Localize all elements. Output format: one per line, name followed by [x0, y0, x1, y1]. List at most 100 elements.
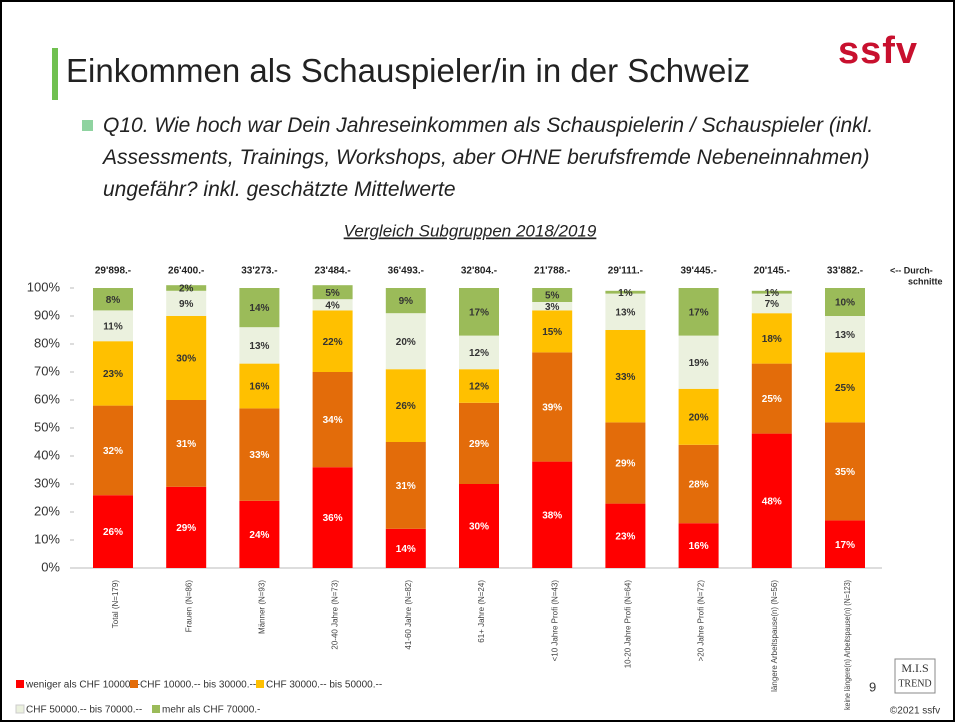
bar-segment — [166, 316, 207, 400]
x-tick-label: Total (N=179) — [111, 580, 120, 629]
bar-segment — [239, 288, 280, 328]
value-label: 16% — [689, 541, 709, 552]
value-label: 13% — [249, 341, 269, 352]
y-tick-label: 100% — [27, 279, 61, 294]
x-tick-label: >20 Jahre Profi (N=72) — [697, 580, 706, 662]
mis-logo: M.I.S — [901, 661, 928, 675]
value-label: 30% — [469, 522, 489, 533]
legend-swatch — [16, 680, 24, 688]
bar-segment — [312, 310, 353, 372]
value-label: 36% — [323, 513, 343, 524]
value-label: 25% — [835, 383, 855, 394]
value-label: 8% — [106, 295, 121, 306]
bar-segment — [459, 484, 499, 568]
bar-segment — [605, 293, 646, 330]
bar-segment — [825, 316, 865, 353]
legend-label: CHF 50000.-- bis 70000.-- — [26, 705, 142, 716]
bar-segment — [93, 288, 133, 311]
bar-segment — [239, 500, 280, 568]
value-label: 20% — [396, 337, 416, 348]
value-label: 7% — [765, 299, 780, 310]
x-tick-label: 10-20 Jahre Profi (N=64) — [624, 580, 633, 669]
bar-segment — [385, 313, 426, 370]
bar-segment — [605, 422, 646, 504]
value-label: 35% — [835, 467, 855, 478]
x-tick-label: längere Arbeitspause(n) (N=56) — [770, 580, 779, 692]
value-label: 2% — [179, 284, 194, 295]
bar-segment — [312, 467, 353, 568]
bar-segment — [239, 408, 280, 501]
bar-segment — [385, 528, 426, 568]
value-label: 33% — [249, 450, 269, 461]
value-label: 29% — [176, 523, 196, 534]
bar-segment — [93, 495, 133, 568]
bar-segment — [605, 503, 646, 568]
bar-segment — [166, 290, 207, 316]
average-label: 32'804.- — [461, 266, 497, 277]
average-label: 21'788.- — [534, 266, 570, 277]
value-label: 13% — [615, 307, 635, 318]
value-label: 11% — [103, 321, 123, 332]
bar-segment — [751, 290, 792, 294]
x-tick-label: Frauen (N=86) — [184, 580, 193, 633]
value-label: 5% — [545, 291, 560, 302]
x-tick-label: 20-40 Jahre (N=73) — [331, 580, 340, 650]
value-label: 26% — [103, 527, 123, 538]
bar-segment — [93, 341, 133, 406]
bar-segment — [385, 288, 426, 314]
y-tick-label: 80% — [34, 335, 60, 350]
average-note: <-- Durch- — [890, 265, 933, 275]
value-label: 31% — [176, 439, 196, 450]
value-label: 30% — [176, 354, 196, 365]
average-label: 23'484.- — [314, 266, 350, 277]
chart-subtitle: Vergleich Subgruppen 2018/2019 — [344, 221, 597, 240]
page-number: 9 — [869, 679, 876, 694]
x-tick-label: 41-60 Jahre (N=82) — [404, 580, 413, 650]
value-label: 17% — [689, 307, 709, 318]
value-label: 29% — [469, 439, 489, 450]
average-note: schnitte — [908, 276, 943, 286]
average-label: 20'145.- — [754, 266, 790, 277]
bar-segment — [678, 335, 719, 389]
y-tick-label: 70% — [34, 363, 60, 378]
average-label: 26'400.- — [168, 266, 204, 277]
y-tick-label: 10% — [34, 531, 60, 546]
bar-segment — [825, 288, 865, 316]
value-label: 15% — [542, 327, 562, 338]
bar-segment — [825, 352, 865, 423]
bar-segment — [678, 523, 719, 568]
logo: ssfv — [838, 30, 919, 72]
bar-segment — [93, 310, 133, 342]
bar-segment — [459, 369, 499, 403]
y-tick-label: 20% — [34, 503, 60, 518]
bar-segment — [825, 422, 865, 521]
value-label: 17% — [469, 307, 489, 318]
average-label: 33'273.- — [241, 266, 277, 277]
legend-swatch — [15, 704, 25, 714]
bar-segment — [605, 330, 646, 423]
average-label: 39'445.- — [680, 266, 716, 277]
legend-swatch — [130, 680, 138, 688]
question: Q10. Wie hoch war Dein Jahreseinkommen a… — [103, 114, 874, 201]
bar-segment — [751, 433, 792, 568]
bar-segment — [825, 520, 865, 568]
value-label: 1% — [765, 288, 780, 299]
bar-segment — [751, 363, 792, 434]
value-label: 34% — [323, 415, 343, 426]
y-tick-label: 90% — [34, 307, 60, 322]
x-tick-label: 61+ Jahre (N=24) — [477, 580, 486, 643]
value-label: 16% — [249, 382, 269, 393]
legend-swatch — [152, 705, 160, 713]
average-label: 29'898.- — [95, 266, 131, 277]
value-label: 24% — [249, 530, 269, 541]
bar-segment — [605, 290, 646, 294]
value-label: 19% — [689, 358, 709, 369]
value-label: 29% — [615, 459, 635, 470]
average-label: 36'493.- — [388, 266, 424, 277]
value-label: 9% — [179, 299, 194, 310]
legend-label: CHF 10000.-- bis 30000.-- — [140, 680, 256, 691]
value-label: 17% — [835, 540, 855, 551]
bar-segment — [239, 327, 280, 364]
title-accent — [52, 48, 58, 100]
